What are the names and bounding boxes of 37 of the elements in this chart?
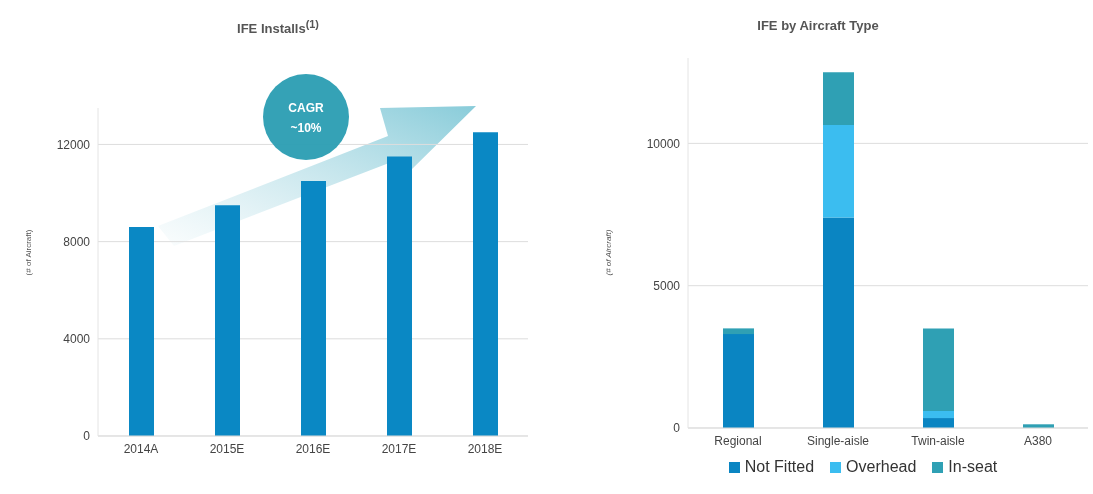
bar bbox=[823, 72, 854, 125]
annotation: CAGR ~10% bbox=[287, 100, 325, 137]
x-tick-label: 2018E bbox=[467, 441, 503, 456]
legend-label: In-seat bbox=[947, 458, 998, 476]
y-tick-label: 0 bbox=[83, 429, 91, 444]
bar bbox=[923, 418, 954, 428]
bar bbox=[723, 328, 754, 335]
bar bbox=[473, 132, 498, 436]
bar bbox=[215, 205, 240, 436]
y-tick-label: 0 bbox=[673, 421, 681, 436]
x-tick-label: 2016E bbox=[295, 441, 331, 456]
bar bbox=[823, 124, 854, 218]
x-tick-label: Twin-aisle bbox=[911, 433, 965, 448]
x-tick-label: Regional bbox=[714, 433, 762, 448]
y-axis-title: (# of Aircraft) bbox=[603, 228, 613, 278]
x-tick-label: 2015E bbox=[209, 441, 245, 456]
bar bbox=[301, 180, 326, 436]
y-tick-label: 12000 bbox=[56, 137, 91, 152]
bar bbox=[823, 217, 854, 428]
bar bbox=[387, 156, 412, 436]
chart-title: IFE Installs$^{(1)}$ bbox=[236, 18, 320, 37]
bar bbox=[129, 227, 154, 436]
y-tick-label: 8000 bbox=[63, 234, 91, 249]
bar bbox=[723, 334, 754, 428]
y-tick-label: 4000 bbox=[63, 332, 91, 347]
y-tick-label: 5000 bbox=[653, 278, 681, 293]
x-tick-label: 2014A bbox=[123, 441, 159, 456]
x-tick-label: 2017E bbox=[381, 441, 417, 456]
y-axis-title: (# of Aircraft) bbox=[23, 228, 33, 278]
bar bbox=[923, 328, 954, 411]
legend-label: Not Fitted bbox=[743, 458, 815, 476]
bar bbox=[923, 410, 954, 419]
x-tick-label: Single-aisle bbox=[806, 433, 870, 448]
x-tick-label: A380 bbox=[1023, 433, 1053, 448]
legend-label: Overhead bbox=[845, 458, 917, 476]
chart-title: IFE by Aircraft Type bbox=[756, 18, 880, 33]
y-tick-label: 10000 bbox=[646, 136, 681, 151]
